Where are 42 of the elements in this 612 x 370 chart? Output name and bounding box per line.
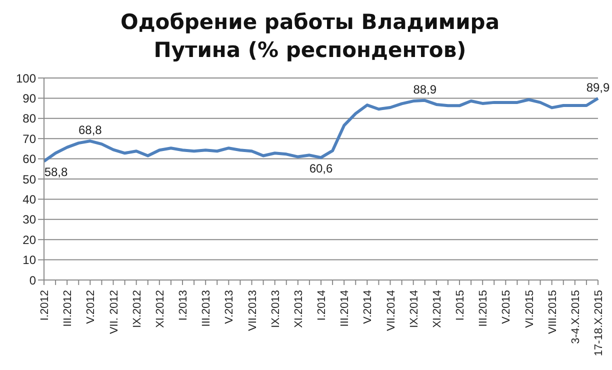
data-label: 89,9 — [586, 80, 610, 94]
x-tick-label: I.2015 — [454, 290, 466, 321]
x-tick-label: I.2013 — [178, 290, 190, 321]
x-tick-label: XI.2013 — [292, 290, 305, 328]
x-tick-label: IX.2012 — [131, 290, 144, 328]
x-tick-label: III.2013 — [200, 290, 213, 327]
data-label: 68,8 — [78, 123, 102, 138]
y-tick-label: 10 — [22, 253, 36, 268]
x-tick-label: V.2015 — [500, 290, 513, 324]
x-tick-label: V.2013 — [224, 290, 236, 324]
x-tick-label: V.2012 — [85, 290, 98, 324]
x-tick-label: XI.2012 — [154, 290, 166, 328]
y-tick-label: 70 — [22, 132, 36, 146]
y-tick-label: 0 — [29, 273, 36, 288]
x-tick-label: VII.2014 — [385, 290, 398, 331]
y-tick-label: 90 — [22, 91, 36, 106]
x-tick-label: VIII.2015 — [546, 290, 559, 334]
x-tick-label: III.2012 — [62, 290, 74, 327]
x-tick-label: XI.2014 — [431, 290, 444, 328]
data-label: 88,9 — [413, 82, 437, 96]
x-tick-label: IX.2013 — [270, 290, 282, 328]
x-tick-label: VI.2015 — [524, 290, 536, 328]
x-tick-label: III.2014 — [339, 290, 352, 327]
x-tick-label: III.2015 — [478, 290, 490, 327]
data-label: 58,8 — [44, 165, 68, 180]
y-tick-label: 50 — [22, 172, 36, 186]
data-label: 60,6 — [309, 162, 333, 176]
y-tick-label: 30 — [22, 212, 36, 227]
x-tick-label: I.2012 — [39, 290, 51, 321]
x-tick-label: IX.2014 — [408, 290, 420, 328]
x-tick-label: V.2014 — [362, 290, 374, 324]
y-tick-label: 80 — [22, 112, 36, 126]
y-tick-label: 20 — [22, 232, 36, 247]
y-tick-label: 100 — [16, 71, 36, 86]
y-tick-label: 40 — [22, 192, 36, 206]
chart-title: Одобрение работы Владимира Путина (% респондентов) — [119, 9, 501, 64]
x-tick-label: VII.2013 — [246, 290, 259, 331]
x-tick-label: VII. 2012 — [108, 290, 120, 334]
x-tick-label: 17-18.X.2015 — [593, 290, 605, 356]
x-tick-label: 3-4.X.2015 — [570, 290, 582, 344]
y-tick-label: 60 — [22, 152, 36, 166]
x-tick-label: I.2014 — [316, 290, 328, 321]
